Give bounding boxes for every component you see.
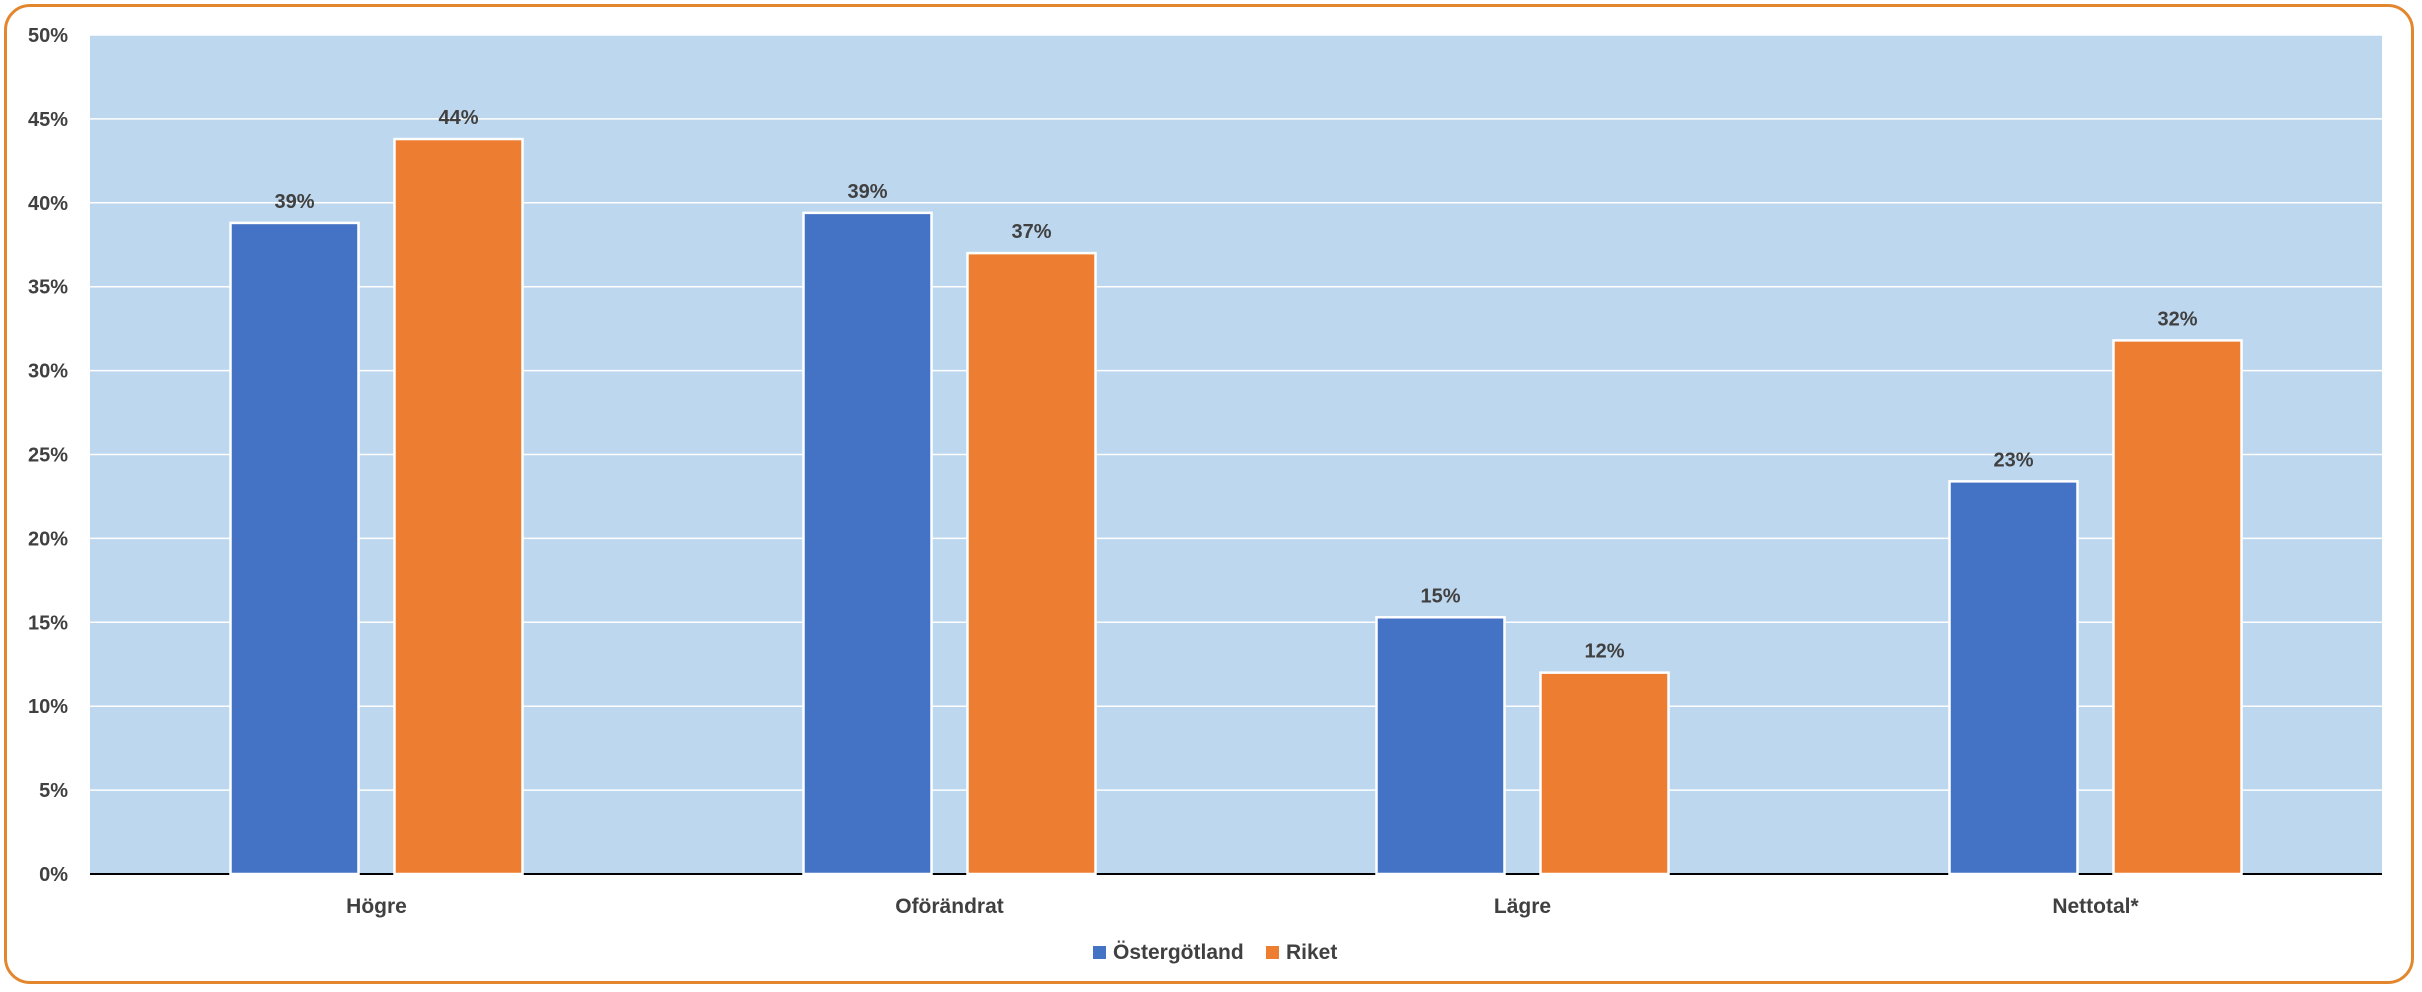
y-tick-label: 35%: [28, 277, 68, 299]
data-label: 23%: [1993, 449, 2033, 471]
legend-swatch: [1266, 946, 1279, 959]
x-tick-label: Lägre: [1494, 895, 1551, 918]
y-tick-label: 0%: [39, 864, 68, 886]
y-tick-label: 20%: [28, 528, 68, 550]
y-tick-label: 25%: [28, 445, 68, 467]
bar-ostergotland: [229, 221, 360, 876]
legend-swatch: [1093, 946, 1106, 959]
x-tick-label: Nettotal*: [2052, 895, 2139, 918]
y-tick-label: 10%: [28, 696, 68, 718]
y-tick-label: 40%: [28, 193, 68, 215]
y-tick-label: 30%: [28, 361, 68, 383]
bar-ostergotland: [802, 211, 933, 876]
bar-riket: [966, 251, 1097, 876]
data-label: 12%: [1584, 641, 1624, 663]
data-label: 39%: [274, 191, 314, 213]
y-tick-label: 15%: [28, 612, 68, 634]
data-label: 39%: [847, 181, 887, 203]
data-label: 32%: [2157, 308, 2197, 330]
y-tick-label: 45%: [28, 109, 68, 131]
bar-riket: [2112, 339, 2243, 876]
legend-label: Riket: [1286, 941, 1337, 964]
y-tick-label: 5%: [39, 780, 68, 802]
data-label: 37%: [1011, 221, 1051, 243]
bar-ostergotland: [1375, 616, 1506, 876]
data-label: 15%: [1420, 585, 1460, 607]
legend-label: Östergötland: [1113, 941, 1244, 964]
bar-ostergotland: [1948, 480, 2079, 876]
x-tick-label: Högre: [346, 895, 407, 918]
data-label: 44%: [438, 107, 478, 129]
x-tick-label: Oförändrat: [895, 895, 1004, 918]
bar-riket: [393, 137, 524, 876]
bar-riket: [1539, 671, 1670, 876]
y-tick-label: 50%: [28, 25, 68, 47]
